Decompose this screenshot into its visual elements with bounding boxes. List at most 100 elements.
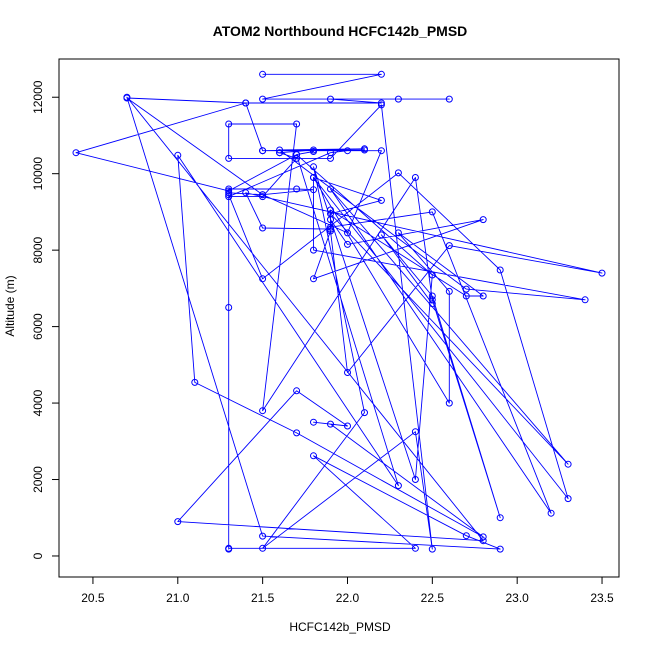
data-point bbox=[293, 429, 301, 437]
data-point bbox=[225, 154, 233, 162]
data-point bbox=[293, 120, 301, 128]
data-point bbox=[242, 189, 250, 197]
data-point bbox=[225, 189, 233, 197]
x-tick-label: 20.5 bbox=[81, 591, 105, 605]
data-point bbox=[259, 70, 267, 78]
data-point bbox=[445, 287, 453, 295]
data-point bbox=[327, 227, 334, 235]
data-point bbox=[293, 151, 301, 159]
data-point bbox=[411, 428, 419, 436]
data-point bbox=[242, 99, 250, 107]
data-point bbox=[598, 269, 606, 277]
data-point bbox=[174, 151, 182, 159]
data-point bbox=[445, 242, 453, 250]
data-point bbox=[377, 99, 385, 107]
data-point bbox=[445, 399, 453, 407]
data-point bbox=[327, 225, 334, 233]
x-axis: 20.5 21.0 21.5 22.0 22.5 23.0 23.5 bbox=[81, 576, 614, 605]
data-point bbox=[72, 149, 80, 157]
data-point bbox=[327, 223, 334, 231]
data-point bbox=[259, 193, 267, 201]
data-point bbox=[428, 545, 436, 553]
data-point bbox=[327, 154, 334, 162]
data-point bbox=[496, 514, 504, 522]
data-point bbox=[191, 378, 199, 386]
data-point bbox=[361, 145, 368, 153]
data-point bbox=[259, 95, 267, 103]
y-tick-label: 10000 bbox=[31, 157, 45, 191]
y-tick-label: 6000 bbox=[31, 313, 45, 340]
data-point bbox=[259, 147, 267, 155]
data-point bbox=[361, 409, 368, 417]
data-point bbox=[445, 95, 453, 103]
y-tick-label: 4000 bbox=[31, 389, 45, 416]
data-point bbox=[428, 271, 436, 279]
data-point bbox=[123, 93, 131, 101]
data-point bbox=[276, 146, 284, 154]
data-point bbox=[174, 518, 182, 526]
x-tick-label: 21.0 bbox=[166, 591, 190, 605]
data-point bbox=[310, 452, 317, 460]
data-point bbox=[496, 545, 504, 553]
y-tick-label: 12000 bbox=[31, 80, 45, 114]
data-point bbox=[462, 532, 470, 540]
data-point bbox=[496, 266, 504, 274]
y-axis-label: Altitude (m) bbox=[3, 275, 17, 336]
data-point bbox=[411, 476, 419, 483]
y-tick-label: 8000 bbox=[31, 236, 45, 263]
data-point bbox=[310, 186, 317, 194]
data-point bbox=[411, 544, 419, 552]
data-point bbox=[276, 149, 284, 157]
series-line bbox=[75, 73, 603, 550]
data-point bbox=[377, 231, 385, 239]
points-layer bbox=[72, 70, 606, 553]
data-point bbox=[394, 482, 402, 490]
data-point bbox=[377, 147, 385, 155]
data-point bbox=[293, 154, 301, 162]
data-point bbox=[225, 304, 233, 311]
y-tick-label: 0 bbox=[31, 552, 45, 559]
data-point bbox=[344, 369, 351, 376]
data-point bbox=[428, 292, 436, 300]
data-point bbox=[479, 533, 487, 541]
data-point bbox=[310, 418, 317, 426]
data-point bbox=[327, 185, 334, 193]
data-point bbox=[394, 169, 402, 177]
data-point bbox=[327, 420, 334, 428]
y-tick-label: 2000 bbox=[31, 466, 45, 493]
x-tick-label: 23.0 bbox=[506, 591, 530, 605]
data-point bbox=[462, 285, 470, 293]
data-point bbox=[377, 101, 385, 109]
data-point bbox=[377, 70, 385, 78]
data-point bbox=[327, 95, 334, 103]
data-point bbox=[259, 191, 267, 199]
data-point bbox=[225, 191, 233, 199]
data-point bbox=[293, 387, 301, 395]
data-point bbox=[547, 509, 555, 517]
data-point bbox=[310, 174, 317, 181]
data-point bbox=[564, 495, 572, 503]
data-point bbox=[327, 216, 334, 224]
data-point bbox=[479, 216, 487, 224]
data-point bbox=[310, 163, 317, 171]
data-point bbox=[344, 147, 351, 155]
y-axis: 0 2000 4000 6000 8000 10000 12000 bbox=[31, 80, 60, 559]
data-point bbox=[479, 292, 487, 300]
data-point bbox=[394, 95, 402, 103]
series-layer bbox=[75, 73, 603, 550]
data-point bbox=[259, 544, 267, 552]
data-point bbox=[225, 187, 233, 195]
data-point bbox=[462, 292, 470, 300]
data-point bbox=[225, 120, 233, 128]
x-axis-label: HCFC142b_PMSD bbox=[289, 620, 391, 634]
data-point bbox=[479, 537, 487, 545]
data-point bbox=[310, 246, 317, 254]
data-point bbox=[344, 240, 351, 248]
data-point bbox=[225, 544, 233, 552]
data-point bbox=[344, 229, 351, 237]
data-point bbox=[428, 300, 436, 308]
data-point bbox=[344, 422, 351, 430]
